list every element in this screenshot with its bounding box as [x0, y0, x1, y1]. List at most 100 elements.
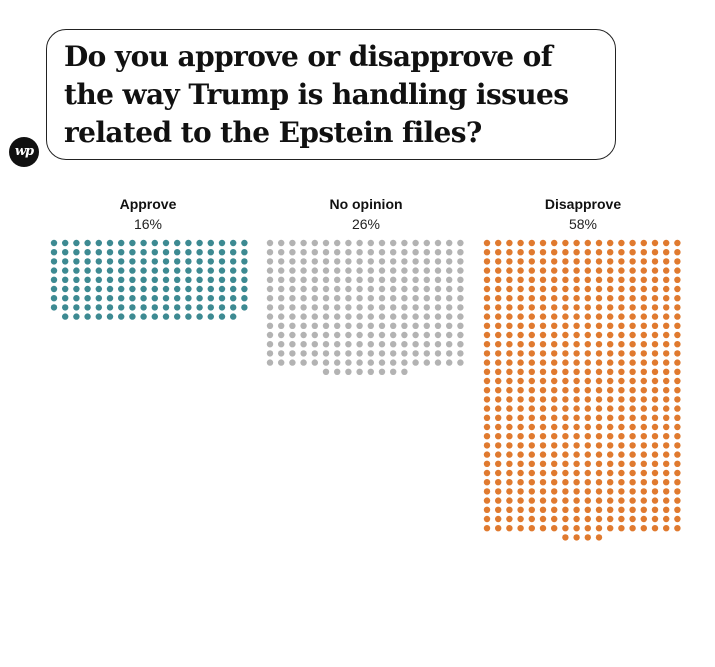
- waffle-dot: [663, 249, 670, 256]
- waffle-dot: [241, 295, 248, 302]
- waffle-dot: [300, 239, 307, 247]
- waffle-dot: [495, 359, 502, 366]
- waffle-dot: [483, 488, 491, 495]
- waffle-dot: [84, 304, 91, 311]
- waffle-dot: [528, 442, 535, 449]
- waffle-dot: [185, 285, 192, 293]
- waffle-dot: [562, 534, 569, 541]
- waffle-dot: [573, 258, 580, 265]
- waffle-dot: [506, 267, 513, 274]
- waffle-dot: [378, 359, 386, 366]
- waffle-dot: [573, 267, 580, 274]
- waffle-dot: [61, 295, 69, 302]
- waffle-dot: [84, 313, 91, 320]
- waffle-dot: [162, 239, 170, 247]
- waffle-dot: [378, 331, 386, 339]
- waffle-dot: [573, 515, 580, 523]
- waffle-dot: [401, 239, 408, 247]
- waffle-dot: [334, 322, 341, 329]
- waffle-dot: [584, 469, 591, 477]
- waffle-dot: [266, 276, 274, 283]
- waffle-dot: [118, 313, 125, 320]
- waffle-dot: [584, 341, 591, 348]
- waffle-dot: [584, 359, 591, 366]
- waffle-dot: [663, 239, 670, 247]
- waffle-dot: [674, 313, 681, 320]
- waffle-dot: [118, 295, 125, 302]
- waffle-dot: [674, 377, 681, 385]
- waffle-dot: [517, 285, 524, 293]
- waffle-dot: [278, 350, 285, 357]
- waffle-dot: [517, 331, 524, 339]
- waffle-dot: [300, 304, 307, 311]
- waffle-dot: [551, 239, 558, 247]
- waffle-dot: [517, 276, 524, 283]
- waffle-dot: [457, 341, 464, 348]
- waffle-dot: [674, 322, 681, 329]
- waffle-dot: [517, 239, 524, 247]
- waffle-dot: [607, 377, 614, 385]
- waffle-dot: [423, 295, 430, 302]
- waffle-dot: [573, 451, 580, 458]
- waffle-dot: [528, 322, 535, 329]
- waffle-dot: [595, 258, 603, 265]
- waffle-dot: [311, 322, 318, 329]
- waffle-dot: [551, 414, 558, 421]
- waffle-dot: [539, 322, 547, 329]
- waffle-dot: [423, 304, 430, 311]
- waffle-dot: [618, 506, 625, 513]
- waffle-dot: [446, 304, 453, 311]
- waffle-dot: [640, 525, 647, 532]
- waffle-dot: [674, 331, 681, 339]
- waffle-dot: [356, 304, 363, 311]
- waffle-dot: [629, 497, 636, 504]
- waffle-dot: [367, 285, 374, 293]
- category-label: Disapprove: [545, 196, 621, 212]
- waffle-dot: [495, 368, 502, 375]
- waffle-dot: [230, 313, 237, 320]
- waffle-dot: [663, 387, 670, 394]
- waffle-dot: [483, 405, 491, 412]
- waffle-dot: [334, 267, 341, 274]
- waffle-dot: [674, 285, 681, 293]
- waffle-dot: [483, 442, 491, 449]
- waffle-dot: [595, 313, 603, 320]
- waffle-dot: [651, 479, 659, 486]
- waffle-dot: [412, 331, 419, 339]
- waffle-dot: [618, 525, 625, 532]
- waffle-dot: [300, 322, 307, 329]
- waffle-dot: [483, 497, 491, 504]
- waffle-dot: [618, 368, 625, 375]
- waffle-dot: [551, 442, 558, 449]
- waffle-dot: [129, 295, 136, 302]
- waffle-dot: [345, 295, 352, 302]
- waffle-dot: [483, 368, 491, 375]
- chart-title: Do you approve or disapprove of the way …: [64, 40, 569, 149]
- waffle-dot: [151, 276, 158, 283]
- waffle-dot: [663, 442, 670, 449]
- waffle-dot: [289, 267, 296, 274]
- waffle-dot: [562, 322, 569, 329]
- waffle-dot: [517, 469, 524, 477]
- waffle-dot: [278, 267, 285, 274]
- waffle-dot: [367, 313, 374, 320]
- waffle-dot: [73, 285, 80, 293]
- waffle-dot: [412, 276, 419, 283]
- waffle-dot: [573, 304, 580, 311]
- waffle-dot: [607, 331, 614, 339]
- waffle-dot: [423, 267, 430, 274]
- waffle-dot: [506, 239, 513, 247]
- waffle-dot: [218, 304, 226, 311]
- waffle-dot: [573, 239, 580, 247]
- waffle-dot: [607, 239, 614, 247]
- waffle-dot: [651, 469, 659, 477]
- waffle-dot: [241, 285, 248, 293]
- waffle-dot: [218, 313, 226, 320]
- waffle-dot: [551, 469, 558, 477]
- waffle-dot: [378, 267, 386, 274]
- waffle-dot: [446, 239, 453, 247]
- waffle-dot: [50, 295, 58, 302]
- waffle-dot: [106, 267, 114, 274]
- waffle-dot: [517, 442, 524, 449]
- waffle-dot: [663, 350, 670, 357]
